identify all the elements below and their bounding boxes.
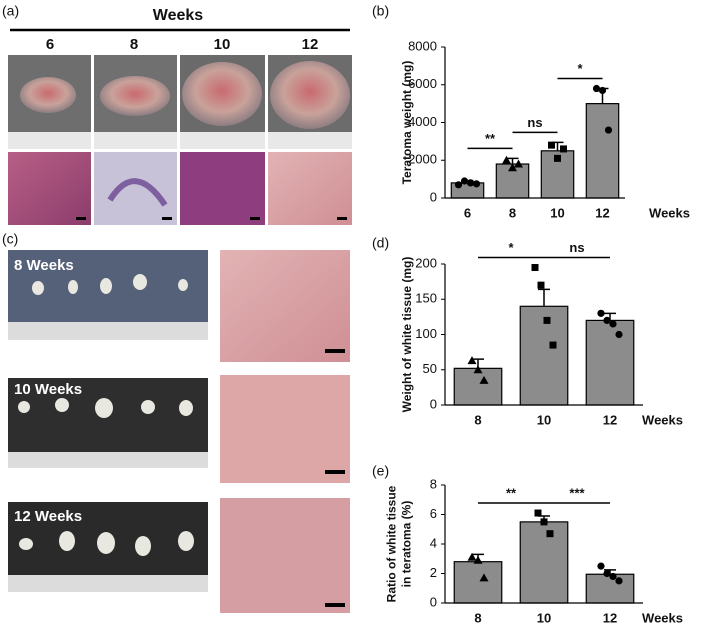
data-point (467, 552, 477, 561)
significance-label: * (577, 61, 583, 76)
histology-c (220, 250, 350, 613)
error-bar (538, 288, 550, 307)
x-tick-label: 6 (464, 205, 471, 220)
x-tick-label: 10 (537, 412, 551, 427)
data-point (543, 316, 551, 324)
significance-label: ** (485, 131, 496, 146)
data-point (454, 181, 463, 189)
row-label: 12 Weeks (14, 508, 82, 525)
x-tick-label: 10 (550, 205, 564, 220)
histology-a (8, 152, 352, 225)
y-tick-label: 2 (430, 565, 437, 580)
data-point (615, 330, 623, 339)
x-axis-label: Weeks (642, 610, 683, 625)
x-tick-label: 12 (595, 205, 609, 220)
data-point (597, 562, 605, 570)
data-point (540, 518, 548, 526)
data-point (615, 577, 623, 585)
panel-label: (e) (372, 463, 389, 479)
data-point (460, 177, 469, 185)
y-tick-label: 0 (430, 396, 437, 411)
x-tick-label: 10 (537, 610, 551, 625)
y-axis-label: Teratoma weight (mg) (400, 61, 414, 185)
y-axis-label: in teratoma (%) (400, 501, 414, 588)
significance-label: * (508, 240, 514, 255)
data-point (592, 84, 601, 93)
y-tick-label: 6000 (408, 76, 437, 91)
data-point (479, 573, 489, 582)
y-tick-label: 200 (415, 255, 437, 270)
data-point (560, 145, 567, 153)
data-point (609, 572, 617, 581)
data-point (479, 375, 489, 384)
data-point (502, 155, 511, 164)
data-point (514, 159, 523, 168)
y-tick-label: 0 (430, 189, 437, 204)
column-label: 12 (302, 36, 319, 53)
white-tissue-photos (8, 250, 208, 592)
bar (453, 561, 503, 604)
weeks-title: Weeks (153, 7, 204, 24)
y-tick-label: 4 (430, 535, 437, 550)
data-point (554, 154, 561, 162)
data-point (548, 141, 555, 149)
x-tick-label: 8 (474, 610, 481, 625)
data-point (473, 365, 483, 374)
data-point (537, 281, 545, 289)
panel-label: (c) (2, 231, 18, 247)
data-point (598, 86, 607, 95)
data-point (534, 509, 542, 517)
x-axis-label: Weeks (649, 205, 690, 220)
y-tick-label: 4000 (408, 114, 437, 129)
significance-label: ns (569, 240, 584, 255)
y-tick-label: 8000 (408, 38, 437, 53)
bar (585, 319, 635, 406)
data-point (467, 356, 477, 365)
tumor-photos (8, 55, 352, 149)
column-label: 6 (46, 36, 54, 53)
error-bar (506, 157, 519, 165)
y-tick-label: 2000 (408, 152, 437, 167)
y-tick-label: 50 (423, 361, 437, 376)
data-point (597, 309, 605, 317)
data-point (603, 569, 611, 578)
significance-label: ** (506, 485, 517, 500)
data-point (546, 530, 554, 538)
panel-label: (a) (2, 3, 19, 19)
data-point (549, 341, 557, 349)
y-axis-label: Ratio of white tissue (385, 485, 399, 602)
row-label: 8 Weeks (14, 257, 74, 274)
column-label: 10 (214, 36, 231, 53)
y-axis-label: Weight of white tissue (mg) (400, 257, 414, 413)
y-tick-label: 100 (415, 326, 437, 341)
data-point (508, 163, 517, 172)
y-tick-label: 150 (415, 291, 437, 306)
x-tick-label: 12 (603, 610, 617, 625)
x-tick-label: 12 (603, 412, 617, 427)
y-tick-label: 0 (430, 594, 437, 609)
row-label: 10 Weeks (14, 381, 82, 398)
panel-label: (b) (372, 3, 389, 19)
y-tick-label: 6 (430, 506, 437, 521)
data-point (473, 555, 483, 564)
data-point (603, 316, 611, 324)
significance-label: *** (569, 485, 585, 500)
bar (585, 103, 620, 199)
data-point (604, 126, 613, 134)
data-point (472, 180, 481, 188)
column-label: 8 (130, 36, 138, 53)
bar (585, 573, 635, 604)
y-tick-label: 8 (430, 476, 437, 491)
bar (519, 521, 569, 604)
x-tick-label: 8 (509, 205, 516, 220)
x-axis-label: Weeks (642, 412, 683, 427)
x-tick-label: 8 (474, 412, 481, 427)
data-point (466, 179, 475, 187)
data-point (531, 264, 539, 272)
bar (453, 367, 503, 406)
data-point (609, 320, 617, 328)
panel-label: (d) (372, 235, 389, 251)
significance-label: ns (527, 115, 542, 130)
